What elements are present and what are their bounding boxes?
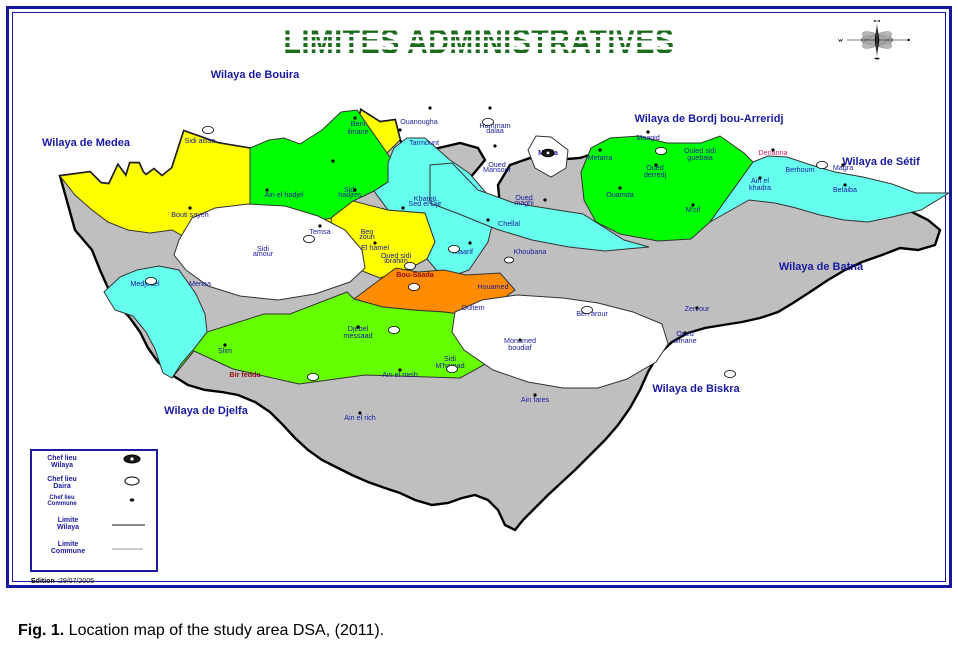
svg-text:Bouti sayeh: Bouti sayeh xyxy=(171,210,209,219)
svg-text:Ouamda: Ouamda xyxy=(606,190,634,199)
svg-text:Wilaya: Wilaya xyxy=(57,524,79,531)
svg-text:Limite: Limite xyxy=(58,541,79,548)
svg-text:Commune: Commune xyxy=(47,501,77,507)
svg-text:Wilaya de Batna: Wilaya de Batna xyxy=(779,261,864,273)
svg-text:Daira: Daira xyxy=(53,483,71,490)
svg-text:Maagid: Maagid xyxy=(636,133,660,142)
svg-text:Temsa: Temsa xyxy=(309,227,330,236)
svg-text:boudiaf: boudiaf xyxy=(508,343,532,352)
svg-text:Commune: Commune xyxy=(51,548,85,555)
svg-text:dalaa: dalaa xyxy=(486,126,504,135)
svg-text:simane: simane xyxy=(673,336,696,345)
svg-text:Houamed: Houamed xyxy=(477,282,508,291)
svg-text:Oultem: Oultem xyxy=(461,303,484,312)
svg-text:Metarra: Metarra xyxy=(588,153,613,162)
svg-text:Chef lieu: Chef lieu xyxy=(47,476,77,483)
svg-text:Berhoum: Berhoum xyxy=(785,165,814,174)
svg-text:Wilaya: Wilaya xyxy=(51,462,73,469)
svg-text:Ain el hadjel: Ain el hadjel xyxy=(264,190,304,199)
svg-text:Tarmount: Tarmount xyxy=(409,138,439,147)
svg-text:Mansour: Mansour xyxy=(483,165,512,174)
svg-text:Wilaya de Bouira: Wilaya de Bouira xyxy=(211,69,300,81)
svg-text:Ouanougha: Ouanougha xyxy=(400,117,438,126)
svg-text:Bir fedda: Bir fedda xyxy=(229,370,261,379)
svg-text:Wilaya de Sétif: Wilaya de Sétif xyxy=(842,156,920,168)
svg-text:messaad: messaad xyxy=(343,331,372,340)
svg-text:Wilaya de Djelfa: Wilaya de Djelfa xyxy=(164,405,249,417)
svg-text:Wilaya de Bordj bou-Arreridj: Wilaya de Bordj bou-Arreridj xyxy=(634,113,783,125)
svg-text:amour: amour xyxy=(253,249,274,258)
svg-text:ilmane: ilmane xyxy=(347,127,368,136)
svg-text:Wilaya de Medea: Wilaya de Medea xyxy=(42,137,131,149)
svg-text:khadra: khadra xyxy=(749,183,771,192)
svg-text:Limite: Limite xyxy=(58,517,79,524)
svg-text:hadjres: hadjres xyxy=(338,190,362,199)
svg-text:Sidi aissa: Sidi aissa xyxy=(185,136,216,145)
svg-text:Wilaya de Biskra: Wilaya de Biskra xyxy=(652,383,740,395)
svg-text:zouh: zouh xyxy=(359,232,375,241)
svg-text::29/07/2005: :29/07/2005 xyxy=(57,578,94,585)
svg-text:ibrahim: ibrahim xyxy=(384,256,408,265)
svg-text:Sed el Djir: Sed el Djir xyxy=(408,199,442,208)
svg-text:Menaa: Menaa xyxy=(189,279,211,288)
svg-text:derredj: derredj xyxy=(644,170,667,179)
svg-text:Edition: Edition xyxy=(31,578,55,585)
svg-text:Slim: Slim xyxy=(218,346,232,355)
svg-text:Khoubana: Khoubana xyxy=(514,247,547,256)
svg-text:Chef lieu: Chef lieu xyxy=(47,455,77,462)
svg-text:Bou-Saada: Bou-Saada xyxy=(396,270,435,279)
svg-text:Chellal: Chellal xyxy=(498,219,520,228)
svg-text:guebala: guebala xyxy=(687,153,713,162)
svg-text:maghi: maghi xyxy=(514,198,534,207)
